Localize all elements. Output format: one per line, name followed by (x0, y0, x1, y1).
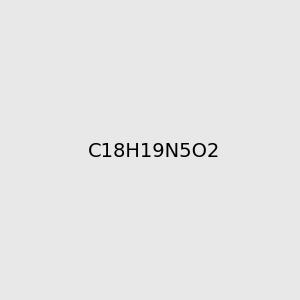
Text: C18H19N5O2: C18H19N5O2 (88, 142, 220, 161)
